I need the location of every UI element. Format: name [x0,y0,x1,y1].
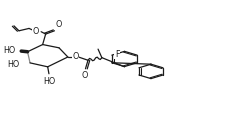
Text: O: O [72,53,79,61]
Text: F: F [114,50,119,59]
Text: HO: HO [43,77,55,86]
Text: HO: HO [3,46,15,55]
Text: O: O [32,27,39,36]
Text: O: O [81,71,87,80]
Text: O: O [56,20,62,29]
Text: HO: HO [7,60,19,69]
